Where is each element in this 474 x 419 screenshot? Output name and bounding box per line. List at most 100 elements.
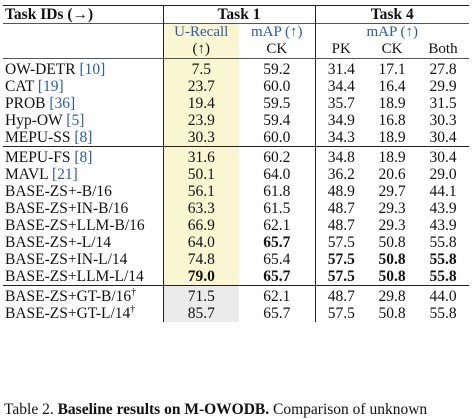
cell-urecall: 66.9	[163, 217, 239, 234]
table-row: BASE-ZS+IN-B/16 63.3 61.5 48.7 29.3 43.9	[3, 200, 469, 217]
urecall-header: U-Recall	[163, 23, 239, 41]
ck-task1-header: CK	[239, 41, 316, 59]
cell-urecall: 74.8	[163, 251, 239, 268]
table-row: PROB [36] 19.4 59.5 35.7 18.9 31.5	[3, 95, 469, 112]
cell-pk: 34.9	[327, 112, 355, 129]
cell-ck4: 50.8	[378, 305, 406, 322]
table-row: OW-DETR [10] 7.5 59.2 31.4 17.1 27.8	[3, 58, 469, 78]
header-row: Task IDs (→) Task 1 Task 4	[3, 5, 469, 24]
caption-title: Baseline results on M-OWODB.	[57, 401, 270, 418]
method-label: BASE-ZS+LLM-B/16	[5, 217, 145, 234]
cell-both: 30.4	[429, 129, 457, 146]
cell-ck4: 20.6	[378, 166, 406, 183]
cell-ck1: 59.4	[239, 112, 316, 129]
table-row: BASE-ZS+LLM-B/16 66.9 62.1 48.7 29.3 43.9	[3, 217, 469, 234]
cell-both: 44.0	[417, 285, 469, 305]
urecall-arrow: (↑)	[163, 41, 239, 59]
citation-ref: [8]	[74, 129, 93, 146]
dagger-mark: †	[131, 286, 137, 298]
cell-urecall: 23.7	[163, 78, 239, 95]
cell-pk: 35.7	[327, 95, 355, 112]
method-label: MAVL	[5, 166, 49, 183]
method-name: MAVL [21]	[3, 166, 164, 183]
cell-both: 27.8	[417, 58, 469, 78]
cell-pk: 48.7	[315, 285, 367, 305]
cell-both: 44.1	[429, 183, 457, 200]
cell-urecall: 31.6	[163, 146, 239, 166]
method-name: BASE-ZS+LLM-B/16	[3, 217, 164, 234]
cell-both: 29.0	[429, 166, 457, 183]
ck-task4-header: CK	[381, 41, 403, 57]
method-label: PROB	[5, 95, 46, 112]
dagger-mark: †	[130, 303, 136, 315]
cell-pk: 57.5	[327, 268, 355, 285]
task1-header: Task 1	[163, 5, 316, 24]
results-table: Task IDs (→) Task 1 Task 4 U-Recall mAP …	[3, 5, 469, 322]
cell-ck1: 65.4	[239, 251, 316, 268]
method-label: BASE-ZS+IN-L/14	[5, 251, 128, 268]
method-name: OW-DETR [10]	[3, 58, 164, 78]
method-label: MEPU-SS	[5, 129, 71, 146]
cell-pk: 34.4	[327, 78, 355, 95]
cell-ck1: 64.0	[239, 166, 316, 183]
cell-ck4: 17.1	[367, 58, 417, 78]
cell-ck4: 18.9	[367, 146, 417, 166]
table-row: BASE-ZS+-B/16 56.1 61.8 48.9 29.7 44.1	[3, 183, 469, 200]
method-label: BASE-ZS+IN-B/16	[5, 200, 129, 217]
method-name: BASE-ZS+-B/16	[3, 183, 164, 200]
cell-ck4: 29.8	[367, 285, 417, 305]
cell-urecall: 79.0	[163, 268, 239, 286]
table-row: Hyp-OW [5] 23.9 59.4 34.9 16.8 30.3	[3, 112, 469, 129]
map-task4-header: mAP (↑)	[315, 23, 469, 41]
method-name: MEPU-FS [8]	[3, 146, 164, 166]
cell-ck1: 60.0	[239, 78, 316, 95]
cell-ck1: 61.8	[239, 183, 316, 200]
cell-urecall: 23.9	[163, 112, 239, 129]
subheader-empty	[3, 23, 164, 41]
table-row: MAVL [21] 50.1 64.0 36.2 20.6 29.0	[3, 166, 469, 183]
citation-ref: [21]	[51, 166, 78, 183]
cell-both: 55.8	[429, 305, 457, 322]
cell-ck4: 50.8	[378, 251, 406, 268]
table-row: MEPU-SS [8] 30.3 60.0 34.3 18.9 30.4	[3, 129, 469, 147]
cell-ck4: 16.4	[378, 78, 406, 95]
cell-both: 43.9	[429, 200, 457, 217]
cell-pk: 48.7	[327, 217, 355, 234]
method-label: MEPU-FS	[5, 149, 71, 166]
method-label: Hyp-OW	[5, 112, 63, 129]
cell-ck1: 60.2	[239, 146, 316, 166]
cell-ck1: 65.7	[239, 234, 316, 251]
method-name: BASE-ZS+IN-L/14	[3, 251, 164, 268]
cell-both: 43.9	[429, 217, 457, 234]
cell-urecall: 64.0	[163, 234, 239, 251]
subheader-empty-2	[3, 41, 164, 59]
cell-pk: 34.8	[315, 146, 367, 166]
cell-both: 30.4	[417, 146, 469, 166]
pk-header: PK	[331, 41, 351, 57]
method-name: BASE-ZS+GT-L/14†	[3, 303, 164, 322]
cell-ck1: 65.7	[239, 305, 316, 322]
citation-ref: [5]	[66, 112, 85, 129]
cell-both: 55.8	[429, 234, 457, 251]
table-row: BASE-ZS+-L/14 64.0 65.7 57.5 50.8 55.8	[3, 234, 469, 251]
cell-ck4: 50.8	[378, 268, 406, 285]
table-caption: Table 2. Baseline results on M-OWODB. Co…	[4, 401, 474, 419]
table-body: OW-DETR [10] 7.5 59.2 31.4 17.1 27.8 CAT [19] 2…	[3, 58, 469, 322]
cell-ck4: 29.3	[378, 200, 406, 217]
cell-ck4: 29.7	[378, 183, 406, 200]
method-name: MEPU-SS [8]	[3, 129, 164, 147]
cell-ck4: 29.3	[378, 217, 406, 234]
citation-ref: [8]	[74, 149, 93, 166]
method-label: BASE-ZS+GT-L/14	[5, 305, 131, 322]
cell-ck4: 18.9	[378, 95, 406, 112]
method-name: BASE-ZS+LLM-L/14	[3, 268, 164, 286]
map-task1-header: mAP (↑)	[239, 23, 316, 41]
cell-urecall: 7.5	[163, 58, 239, 78]
cell-urecall: 85.7	[163, 305, 239, 322]
both-header: Both	[428, 41, 458, 57]
method-name: PROB [36]	[3, 95, 164, 112]
cell-both: 55.8	[429, 251, 457, 268]
subheader-row-1: U-Recall mAP (↑) mAP (↑)	[3, 23, 469, 41]
cell-ck4: 50.8	[378, 234, 406, 251]
cell-pk: 48.7	[327, 200, 355, 217]
